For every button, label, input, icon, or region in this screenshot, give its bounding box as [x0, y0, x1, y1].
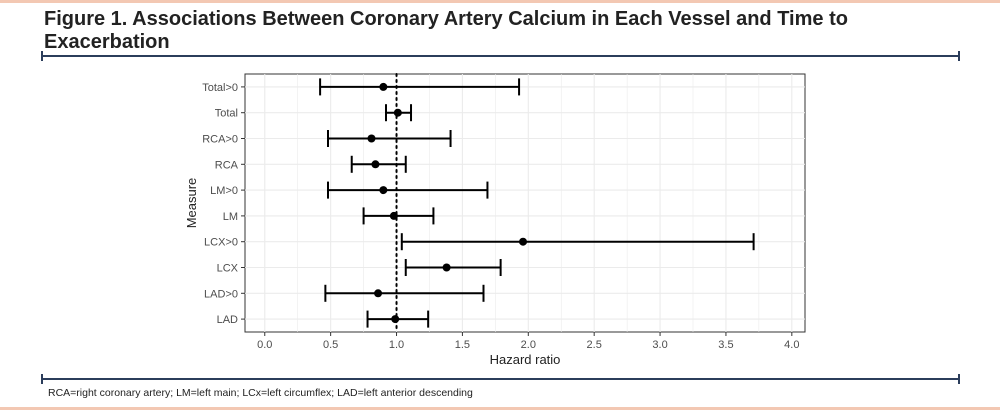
y-tick-label: LAD — [217, 314, 238, 326]
top-accent-bar — [0, 0, 1000, 3]
x-tick-label: 0.5 — [323, 339, 338, 351]
y-tick-label: RCA — [215, 159, 239, 171]
top-rule-left-cap — [41, 51, 43, 61]
x-tick-label: 2.0 — [521, 339, 536, 351]
x-tick-label: 4.0 — [784, 339, 799, 351]
point-estimate — [371, 160, 380, 169]
y-tick-label: LCX>0 — [204, 237, 238, 249]
y-tick-label: RCA>0 — [202, 134, 238, 146]
top-rule-right-cap — [958, 51, 960, 61]
point-estimate — [519, 237, 528, 246]
ci-row — [319, 78, 521, 96]
ci-row — [384, 104, 413, 122]
y-tick-label: LAD>0 — [204, 288, 238, 300]
x-tick-label: 1.5 — [455, 339, 470, 351]
point-estimate — [367, 134, 376, 143]
point-estimate — [393, 108, 402, 117]
x-axis-label: Hazard ratio — [490, 352, 561, 367]
point-estimate — [379, 82, 388, 91]
x-tick-label: 2.5 — [587, 339, 602, 351]
y-tick-label: LCX — [217, 263, 239, 275]
y-tick-label: LM — [223, 211, 238, 223]
y-tick-label: Total>0 — [202, 82, 238, 94]
ci-row — [324, 284, 485, 302]
y-axis-label: Measure — [184, 178, 199, 229]
bottom-rule — [42, 378, 960, 380]
point-estimate — [442, 263, 451, 272]
plot-panel — [244, 73, 806, 333]
ci-row — [404, 258, 502, 277]
ci-row — [400, 233, 755, 251]
x-tick-label: 3.0 — [652, 339, 667, 351]
point-estimate — [391, 315, 400, 324]
marks-layer — [319, 78, 755, 328]
bottom-accent-bar — [0, 407, 1000, 410]
x-tick-label: 0.0 — [257, 339, 272, 351]
bottom-rule-right-cap — [958, 374, 960, 384]
figure-title: Figure 1. Associations Between Coronary … — [44, 8, 848, 53]
point-estimate — [379, 186, 388, 195]
x-axis-ticks: 0.0 0.5 1.0 1.5 2.0 2.5 3.0 3.5 4.0 — [257, 332, 799, 351]
ci-row — [327, 129, 452, 148]
ci-row — [350, 155, 407, 173]
point-estimate — [389, 211, 398, 220]
figure-footnote: RCA=right coronary artery; LM=left main;… — [48, 387, 473, 399]
top-rule — [42, 55, 960, 57]
x-tick-label: 1.0 — [389, 339, 404, 351]
bottom-rule-left-cap — [41, 374, 43, 384]
y-tick-label: Total — [215, 108, 238, 120]
y-axis-ticks: Total>0 Total RCA>0 RCA LM>0 LM LCX>0 LCX LAD>0 L… — [202, 82, 245, 326]
y-tick-label: LM>0 — [210, 185, 238, 197]
x-tick-label: 3.5 — [718, 339, 733, 351]
ci-row — [362, 207, 435, 225]
ci-row — [327, 181, 489, 199]
ci-row — [366, 310, 430, 328]
point-estimate — [374, 289, 383, 298]
